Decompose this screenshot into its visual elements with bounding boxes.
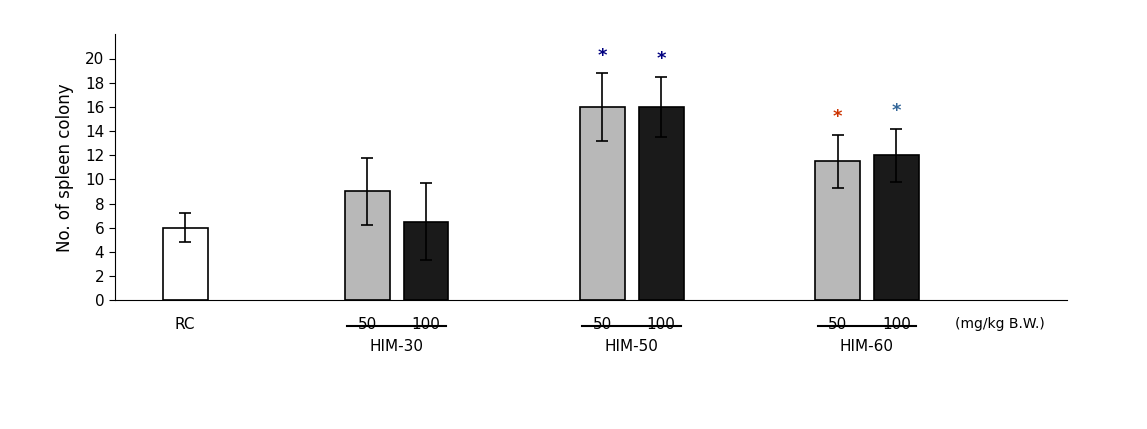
Text: 50: 50 <box>828 317 848 332</box>
Text: RC: RC <box>175 317 195 332</box>
Bar <box>639 107 684 300</box>
Text: 50: 50 <box>593 317 612 332</box>
Bar <box>874 155 919 300</box>
Text: HIM-60: HIM-60 <box>840 339 894 354</box>
Text: HIM-30: HIM-30 <box>369 339 423 354</box>
Bar <box>404 222 448 300</box>
Text: 100: 100 <box>412 317 440 332</box>
Text: HIM-50: HIM-50 <box>604 339 658 354</box>
Bar <box>580 107 625 300</box>
Bar <box>345 191 390 300</box>
Bar <box>163 228 208 300</box>
Bar <box>816 161 860 300</box>
Text: 100: 100 <box>882 317 911 332</box>
Text: *: * <box>833 108 842 126</box>
Y-axis label: No. of spleen colony: No. of spleen colony <box>56 83 73 252</box>
Text: *: * <box>656 50 666 68</box>
Text: 100: 100 <box>647 317 676 332</box>
Text: 50: 50 <box>358 317 377 332</box>
Text: *: * <box>891 102 902 120</box>
Text: *: * <box>598 46 607 64</box>
Text: (mg/kg B.W.): (mg/kg B.W.) <box>955 317 1045 331</box>
